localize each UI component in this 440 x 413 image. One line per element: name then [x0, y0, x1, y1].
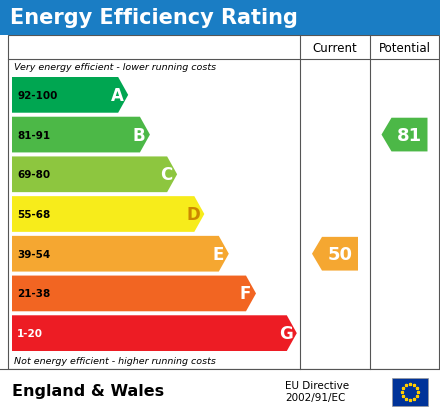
- Polygon shape: [12, 276, 256, 311]
- Text: Energy Efficiency Rating: Energy Efficiency Rating: [10, 8, 298, 28]
- Text: 1-20: 1-20: [17, 328, 43, 338]
- Text: Current: Current: [313, 41, 357, 55]
- Text: 2002/91/EC: 2002/91/EC: [285, 392, 345, 402]
- Text: Potential: Potential: [378, 41, 430, 55]
- Text: 39-54: 39-54: [17, 249, 50, 259]
- Polygon shape: [12, 117, 150, 153]
- Text: G: G: [279, 324, 293, 342]
- Text: England & Wales: England & Wales: [12, 384, 164, 399]
- Text: 50: 50: [327, 245, 352, 263]
- Polygon shape: [12, 157, 177, 193]
- Text: C: C: [160, 166, 172, 184]
- Text: B: B: [132, 126, 145, 144]
- Text: A: A: [111, 87, 124, 104]
- Polygon shape: [312, 237, 358, 271]
- Text: 81: 81: [397, 126, 422, 144]
- Bar: [8, 36, 439, 369]
- Text: 21-38: 21-38: [17, 289, 50, 299]
- Polygon shape: [381, 119, 428, 152]
- Polygon shape: [12, 316, 297, 351]
- Polygon shape: [12, 78, 128, 114]
- Polygon shape: [12, 197, 204, 232]
- Text: F: F: [239, 285, 251, 303]
- Text: 55-68: 55-68: [17, 209, 50, 219]
- Text: 81-91: 81-91: [17, 130, 50, 140]
- Polygon shape: [12, 236, 229, 272]
- Bar: [392, 378, 428, 406]
- Bar: [0, 369, 440, 413]
- Bar: [0, 0, 440, 36]
- Text: E: E: [212, 245, 224, 263]
- Text: EU Directive: EU Directive: [285, 380, 349, 390]
- Text: 69-80: 69-80: [17, 170, 50, 180]
- Text: Very energy efficient - lower running costs: Very energy efficient - lower running co…: [14, 63, 216, 72]
- Text: D: D: [187, 206, 200, 223]
- Text: 92-100: 92-100: [17, 90, 57, 101]
- Text: Not energy efficient - higher running costs: Not energy efficient - higher running co…: [14, 357, 216, 366]
